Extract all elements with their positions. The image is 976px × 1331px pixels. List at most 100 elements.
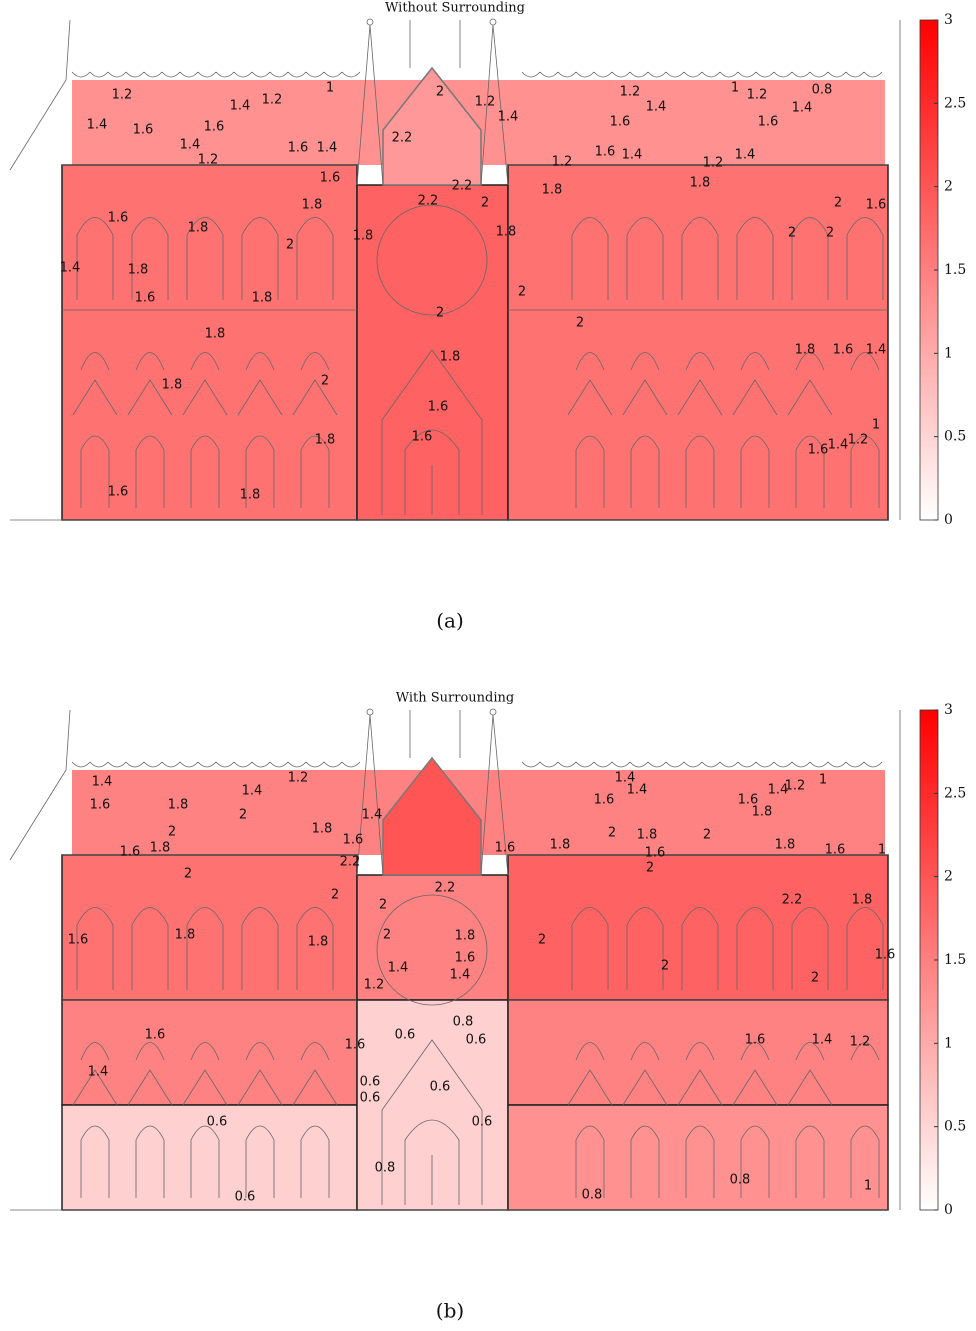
spire-top — [366, 18, 374, 26]
contour-label: 1.6 — [120, 845, 141, 860]
contour-label: 1.6 — [320, 171, 341, 186]
contour-label: 1.8 — [188, 221, 209, 236]
contour-label: 1.6 — [90, 798, 111, 813]
contour-label: 2 — [646, 861, 654, 876]
contour-label: 2 — [239, 808, 247, 823]
facade-region — [507, 1104, 889, 1211]
contour-label: 2 — [834, 196, 842, 211]
facade-outline — [10, 854, 888, 1211]
contour-label: 1.6 — [808, 443, 829, 458]
contour-label: 1.6 — [738, 793, 759, 808]
contour-label: 2 — [703, 828, 711, 843]
contour-label: 1.8 — [168, 798, 189, 813]
contour-label: 2 — [331, 888, 339, 903]
caption: (b) — [436, 1299, 464, 1323]
contour-label: 2.2 — [435, 881, 456, 896]
colorbar-tick-label: 2.5 — [944, 95, 966, 111]
parapet — [71, 71, 883, 78]
contour-label: 2.2 — [418, 194, 439, 209]
contour-label: 2 — [788, 226, 796, 241]
contour-label: 2 — [321, 374, 329, 389]
contour-label: 1.4 — [88, 1065, 109, 1080]
contour-label: 1.8 — [496, 225, 517, 240]
contour-label: 1 — [326, 81, 334, 96]
contour-label: 1.2 — [620, 85, 641, 100]
contour-label: 1.8 — [162, 378, 183, 393]
contour-label: 1.6 — [866, 198, 887, 213]
contour-label: 0.6 — [235, 1190, 256, 1205]
contour-label: 1.6 — [595, 145, 616, 160]
contour-label: 1.4 — [866, 343, 887, 358]
contour-label: 1.6 — [135, 291, 156, 306]
gable — [382, 66, 482, 186]
contour-label: 2 — [518, 285, 526, 300]
contour-label: 2 — [436, 306, 444, 321]
contour-label: 1.2 — [198, 153, 219, 168]
contour-label: 1.6 — [343, 833, 364, 848]
contour-label: 1 — [731, 81, 739, 96]
contour-label: 1 — [819, 773, 827, 788]
contour-label: 1.4 — [792, 101, 813, 116]
contour-label: 1.4 — [230, 99, 251, 114]
contour-label: 1.2 — [850, 1035, 871, 1050]
contour-label: 1.4 — [92, 775, 113, 790]
panel-title: Without Surrounding — [385, 1, 525, 16]
facade-region — [61, 164, 358, 521]
contour-label: 1.8 — [542, 183, 563, 198]
colorbar-tick-label: 3 — [944, 12, 953, 28]
contour-label: 1.2 — [552, 155, 573, 170]
colorbar-tick-label: 1.5 — [944, 952, 966, 968]
contour-label: 1.8 — [315, 433, 336, 448]
contour-label: 1.8 — [795, 343, 816, 358]
contour-label: 1.6 — [455, 951, 476, 966]
contour-label: 1.2 — [475, 95, 496, 110]
contour-label: 1.4 — [622, 148, 643, 163]
contour-label: 0.6 — [395, 1028, 416, 1043]
gable — [382, 756, 482, 876]
contour-label: 1.4 — [388, 961, 409, 976]
contour-label: 1.6 — [825, 843, 846, 858]
contour-label: 1.6 — [745, 1033, 766, 1048]
contour-label: 2 — [286, 238, 294, 253]
contour-label: 1.8 — [852, 893, 873, 908]
rose-window — [376, 894, 488, 1006]
contour-label: 0.6 — [430, 1080, 451, 1095]
contour-label: 1.8 — [252, 291, 273, 306]
portal — [381, 349, 483, 515]
arches — [72, 1069, 833, 1106]
contour-label: 2 — [538, 933, 546, 948]
contour-label: 1.6 — [108, 211, 129, 226]
spire-top — [489, 708, 497, 716]
facade-region — [61, 999, 358, 1106]
contour-label: 1.8 — [440, 350, 461, 365]
contour-label: 1.4 — [768, 783, 789, 798]
contour-label: 1.2 — [747, 88, 768, 103]
contour-label: 1.8 — [128, 263, 149, 278]
contour-label: 1.6 — [645, 846, 666, 861]
facade-region — [61, 854, 358, 1001]
caption: (a) — [436, 609, 464, 633]
panel-title: With Surrounding — [396, 691, 514, 706]
contour-label: 1.8 — [205, 327, 226, 342]
contour-label: 1.6 — [594, 793, 615, 808]
contour-label: 1.2 — [703, 156, 724, 171]
contour-label: 1.4 — [87, 118, 108, 133]
facade-region — [61, 1104, 358, 1211]
contour-label: 1.4 — [362, 808, 383, 823]
contour-label: 1 — [872, 418, 880, 433]
contour-label: 2 — [826, 226, 834, 241]
contour-label: 1.8 — [150, 841, 171, 856]
portal — [381, 1039, 483, 1205]
colorbar-tick-label: 1.5 — [944, 262, 966, 278]
contour-label: 1.8 — [690, 176, 711, 191]
contour-label: 1.8 — [353, 229, 374, 244]
colorbar-tick-label: 2.5 — [944, 785, 966, 801]
contour-label: 1.6 — [68, 933, 89, 948]
contour-label: 1.4 — [828, 438, 849, 453]
contour-label: 1.4 — [60, 261, 81, 276]
facade-outline — [10, 164, 888, 521]
contour-label: 1.2 — [364, 978, 385, 993]
contour-label: 1.2 — [112, 88, 133, 103]
facade-region — [507, 164, 889, 521]
colorbar-tick-label: 2 — [944, 869, 953, 885]
